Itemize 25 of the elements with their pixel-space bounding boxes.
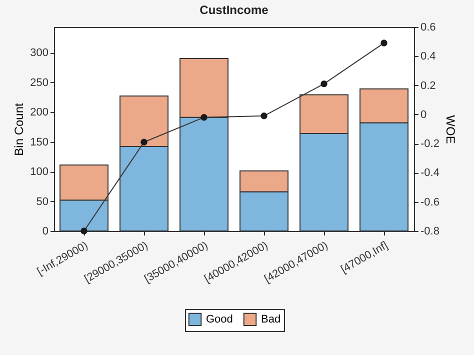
y2-tick-label: 0.6 xyxy=(420,22,436,34)
legend-label: Good xyxy=(206,313,233,326)
point xyxy=(380,40,388,46)
y2-axis-title: WOE xyxy=(443,115,458,144)
y-tick-label: 300 xyxy=(30,47,48,60)
y2-tick-label: -0.8 xyxy=(420,226,440,238)
point xyxy=(320,80,328,88)
y-tick-label: 0 xyxy=(42,226,48,238)
point xyxy=(140,138,148,146)
chart-title: CustIncome xyxy=(200,3,269,17)
y-tick-label: 150 xyxy=(30,136,48,148)
y2-tick-label: 0.4 xyxy=(420,50,436,63)
y2-tick-label: 0 xyxy=(420,108,427,121)
y-axis-title: Bin Count xyxy=(12,102,26,156)
y-tick-label: 100 xyxy=(30,166,48,178)
y2-tick-label: -0.2 xyxy=(420,138,440,150)
y-tick-label: 250 xyxy=(30,76,48,89)
y-tick-label: 200 xyxy=(30,106,48,119)
point xyxy=(200,114,208,121)
y-tick-label: 50 xyxy=(36,196,48,208)
y2-tick-label: -0.6 xyxy=(420,196,440,208)
y2-tick-label: 0.2 xyxy=(420,80,436,92)
y2-tick-label: -0.4 xyxy=(420,167,440,180)
legend-label: Bad xyxy=(261,313,281,326)
point xyxy=(260,112,268,120)
